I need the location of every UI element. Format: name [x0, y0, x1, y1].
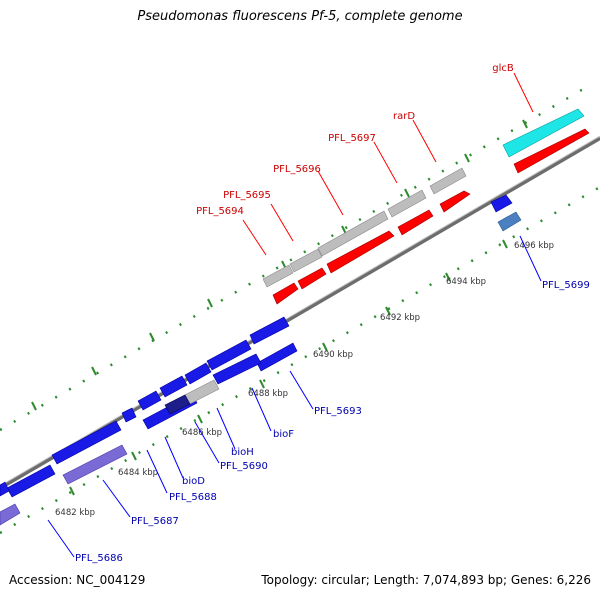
lower-labels: PFL_5699 PFL_5693 bioF bioH PFL_5690 bio… [75, 280, 590, 564]
gene-bioH-blue[interactable] [212, 353, 262, 385]
label-PFL5688[interactable]: PFL_5688 [169, 492, 217, 503]
genome-backbone-highlight [0, 135, 600, 487]
scale-label-6486: 6486 kbp [182, 428, 222, 438]
gene-bioF-blue[interactable] [249, 316, 290, 345]
genome-summary-text: Topology: circular; Length: 7,074,893 bp… [261, 573, 591, 587]
label-PFL5699[interactable]: PFL_5699 [542, 280, 590, 291]
gene-navy-bio[interactable] [164, 394, 191, 415]
label-glcB[interactable]: glcB [492, 63, 514, 74]
label-PFL5695[interactable]: PFL_5695 [223, 190, 271, 201]
gene-blue-c[interactable] [206, 339, 252, 371]
gene-PFL5699-blue[interactable] [490, 194, 513, 213]
gene-blue-g[interactable] [121, 407, 137, 423]
gene-PFL5688-blue[interactable] [6, 464, 56, 498]
upper-labels: glcB rarD PFL_5697 PFL_5696 PFL_5695 PFL… [196, 63, 514, 217]
label-PFL5686[interactable]: PFL_5686 [75, 553, 123, 564]
scale-label-6490: 6490 kbp [313, 350, 353, 360]
label-rarD[interactable]: rarD [393, 111, 415, 122]
label-PFL5697[interactable]: PFL_5697 [328, 133, 376, 144]
scale-label-6494: 6494 kbp [446, 277, 486, 287]
gene-PFL5687-purple[interactable] [62, 444, 128, 485]
tick-track-upper [0, 86, 586, 432]
major-ticks-lower [69, 239, 508, 496]
scale-label-6488: 6488 kbp [248, 389, 288, 399]
gene-glcB-cyan[interactable] [502, 108, 585, 158]
scale-label-6496: 6496 kbp [514, 241, 554, 251]
gene-grey-b[interactable] [387, 189, 427, 218]
gene-PFL5699-steel[interactable] [497, 211, 522, 232]
gene-PFL5686-purple[interactable] [0, 503, 21, 526]
gene-grey-e[interactable] [262, 264, 294, 288]
label-PFL5693[interactable]: PFL_5693 [314, 406, 362, 417]
scale-labels: 6482 kbp 6484 kbp 6486 kbp 6488 kbp 6490… [55, 241, 554, 518]
gene-blue-f[interactable] [137, 390, 162, 411]
label-PFL5696[interactable]: PFL_5696 [273, 164, 321, 175]
gene-PFL5693-blue[interactable] [256, 342, 298, 372]
tick-track-lower [0, 185, 600, 535]
gene-PFL5697-red[interactable] [397, 209, 434, 236]
lower-label-leaders [47, 235, 542, 558]
gene-grey-c[interactable] [317, 210, 389, 257]
gene-bioD-blue[interactable] [51, 420, 122, 465]
gene-blue-e[interactable] [159, 375, 188, 398]
label-bioH[interactable]: bioH [231, 447, 254, 458]
upper-label-leaders [242, 72, 534, 256]
gene-PFL5696-red[interactable] [326, 230, 395, 274]
gene-rarD-red[interactable] [439, 190, 471, 213]
genes-red-row [272, 128, 590, 305]
gene-grey-d[interactable] [289, 248, 323, 273]
scale-label-6492: 6492 kbp [380, 313, 420, 323]
scale-label-6482: 6482 kbp [55, 508, 95, 518]
scale-label-6484: 6484 kbp [118, 468, 158, 478]
major-ticks-upper [31, 119, 528, 411]
label-PFL5690[interactable]: PFL_5690 [220, 461, 268, 472]
label-PFL5687[interactable]: PFL_5687 [131, 516, 179, 527]
gene-blue-d[interactable] [184, 362, 212, 385]
label-bioF[interactable]: bioF [273, 429, 294, 440]
gene-PFL5694-red[interactable] [272, 282, 299, 305]
gene-left-blue-edge[interactable] [0, 481, 10, 497]
gene-PFL5695-red[interactable] [297, 267, 327, 290]
map-title: Pseudomonas fluorescens Pf-5, complete g… [137, 9, 463, 24]
gene-glcB-red[interactable] [513, 128, 590, 174]
gene-grey-a[interactable] [429, 167, 467, 195]
accession-text: Accession: NC_004129 [9, 573, 146, 587]
genes-grey-row [262, 167, 467, 288]
label-PFL5694[interactable]: PFL_5694 [196, 206, 244, 217]
label-bioD[interactable]: bioD [182, 476, 205, 487]
